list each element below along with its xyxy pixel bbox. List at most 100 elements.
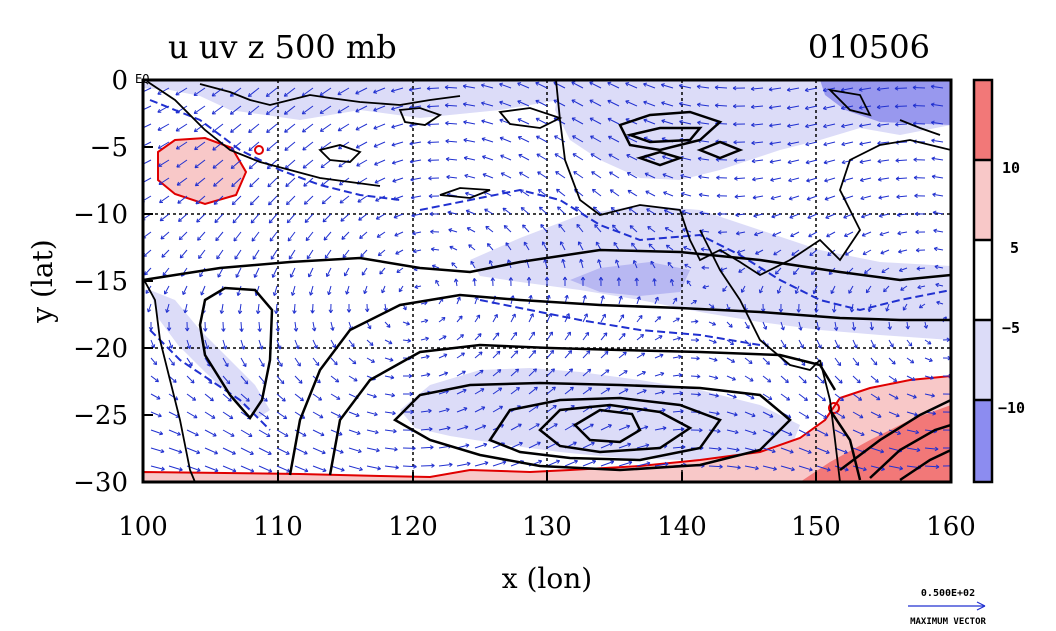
wind-vector [384, 321, 391, 328]
wind-vector [726, 375, 736, 381]
wind-vector-head [235, 273, 240, 278]
wind-vector-head [364, 308, 370, 313]
wind-vector-head [778, 308, 784, 313]
wind-vector-head [930, 375, 934, 380]
wind-vector [473, 278, 476, 287]
wind-vector [438, 317, 446, 323]
wind-vector-head [556, 188, 560, 193]
wind-vector-head [750, 395, 755, 400]
wind-vector-head [463, 120, 467, 125]
wind-vector [715, 159, 728, 161]
wind-vector-head [412, 231, 416, 236]
wind-vector [143, 105, 152, 111]
wind-vector [816, 375, 825, 384]
wind-vector [237, 285, 242, 296]
wind-vector [222, 393, 232, 402]
wind-vector-head [679, 119, 683, 125]
wind-vector-head [410, 195, 415, 200]
wind-vector [474, 351, 483, 359]
wind-vector-head [867, 308, 872, 313]
wind-vector [456, 426, 469, 431]
wind-vector [164, 285, 170, 295]
wind-vector [906, 357, 914, 364]
wind-vector-head [355, 108, 360, 113]
wind-vector [411, 195, 422, 199]
wind-vector [447, 211, 458, 215]
wind-vector-head [583, 313, 588, 318]
wind-vector [160, 231, 170, 240]
wind-vector-head [478, 351, 483, 356]
wind-vector [895, 159, 908, 162]
wind-vector-head [373, 107, 378, 112]
wind-vector [217, 267, 224, 278]
wind-vector-head [786, 87, 791, 92]
wind-vector-head [598, 277, 604, 281]
wind-vector [481, 102, 494, 107]
wind-vector [708, 357, 718, 361]
wind-vector-head [495, 332, 500, 337]
wind-vector [859, 87, 872, 91]
wind-vector [222, 375, 231, 385]
wind-vector [888, 321, 891, 330]
wind-vector [510, 442, 523, 449]
wind-vector-head [327, 291, 332, 296]
wind-vector-head [338, 431, 343, 436]
wind-vector-head [252, 255, 257, 260]
wind-vector [536, 135, 548, 143]
wind-vector-head [546, 294, 551, 299]
wind-vector [330, 465, 345, 471]
wind-vector-head [448, 228, 453, 233]
wind-vector-head [448, 462, 453, 467]
wind-vector [348, 429, 361, 435]
wind-vector-head [626, 154, 631, 159]
wind-vector-head [768, 105, 773, 110]
wind-vector [178, 231, 188, 241]
wind-vector-head [554, 153, 559, 158]
wind-vector-head [529, 313, 534, 318]
wind-vector [330, 393, 341, 400]
wind-vector [168, 357, 175, 366]
wind-vector-head [627, 189, 632, 194]
wind-vector [646, 208, 656, 215]
wind-vector [564, 460, 578, 467]
wind-vector [168, 447, 183, 453]
wind-vector [355, 123, 368, 131]
wind-vector [823, 105, 836, 110]
wind-vector-head [229, 92, 234, 97]
wind-vector-head [740, 288, 745, 293]
wind-vector [302, 141, 314, 151]
wind-vector-head [409, 123, 413, 128]
wind-vector [722, 285, 728, 292]
wind-vector-head [696, 356, 700, 361]
wind-vector-head [303, 182, 308, 187]
wind-vector [528, 386, 538, 395]
wind-vector-head [912, 394, 917, 399]
wind-vector [780, 447, 794, 453]
wind-vector-head [333, 361, 338, 366]
wind-vector [878, 195, 890, 199]
wind-vector-head [283, 92, 288, 97]
wind-vector [212, 159, 224, 169]
wind-vector-head [719, 464, 723, 469]
wind-vector-head [714, 85, 719, 90]
wind-vector-head [411, 213, 416, 218]
wind-vector-head [827, 252, 832, 256]
wind-vector [769, 87, 782, 91]
wind-vector [762, 393, 773, 400]
wind-vector [600, 387, 611, 395]
wind-vector-head [231, 201, 236, 206]
wind-vector [465, 192, 476, 197]
wind-vector [348, 411, 360, 417]
wind-vector [931, 121, 944, 125]
wind-vector [650, 260, 656, 269]
wind-vector-head [458, 315, 463, 320]
wind-vector-head [641, 352, 646, 357]
wind-vector-head [511, 313, 516, 318]
wind-vector-head [355, 412, 360, 418]
wind-vector-head [607, 135, 612, 140]
wind-vector-head [658, 335, 663, 340]
wind-vector-head [430, 229, 434, 235]
wind-vector [474, 369, 484, 377]
wind-vector [735, 213, 746, 216]
wind-vector-head [508, 277, 514, 281]
